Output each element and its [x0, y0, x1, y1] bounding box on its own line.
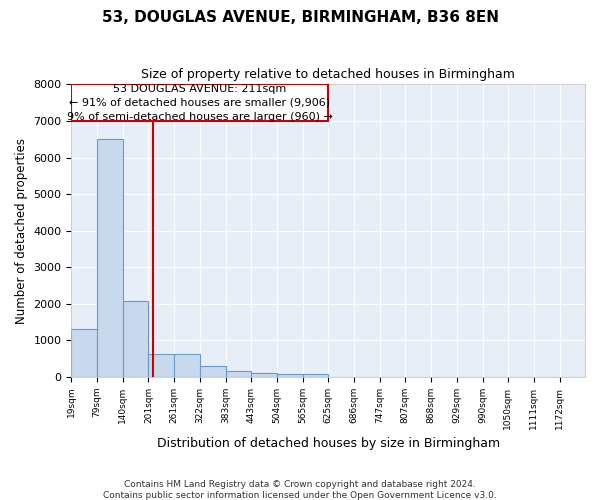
Bar [302, 374, 328, 377]
X-axis label: Distribution of detached houses by size in Birmingham: Distribution of detached houses by size … [157, 437, 500, 450]
Bar [122, 301, 148, 377]
Bar [97, 140, 122, 377]
Bar [71, 330, 97, 377]
Text: Contains HM Land Registry data © Crown copyright and database right 2024.
Contai: Contains HM Land Registry data © Crown c… [103, 480, 497, 500]
Bar [200, 366, 226, 377]
Text: 53, DOUGLAS AVENUE, BIRMINGHAM, B36 8EN: 53, DOUGLAS AVENUE, BIRMINGHAM, B36 8EN [101, 10, 499, 25]
Text: 53 DOUGLAS AVENUE: 211sqm
← 91% of detached houses are smaller (9,906)
9% of sem: 53 DOUGLAS AVENUE: 211sqm ← 91% of detac… [67, 84, 332, 122]
Bar [226, 372, 251, 377]
Bar [148, 354, 174, 377]
Bar [277, 374, 302, 377]
FancyBboxPatch shape [71, 84, 328, 121]
Y-axis label: Number of detached properties: Number of detached properties [15, 138, 28, 324]
Title: Size of property relative to detached houses in Birmingham: Size of property relative to detached ho… [141, 68, 515, 80]
Bar [174, 354, 200, 377]
Bar [251, 373, 277, 377]
